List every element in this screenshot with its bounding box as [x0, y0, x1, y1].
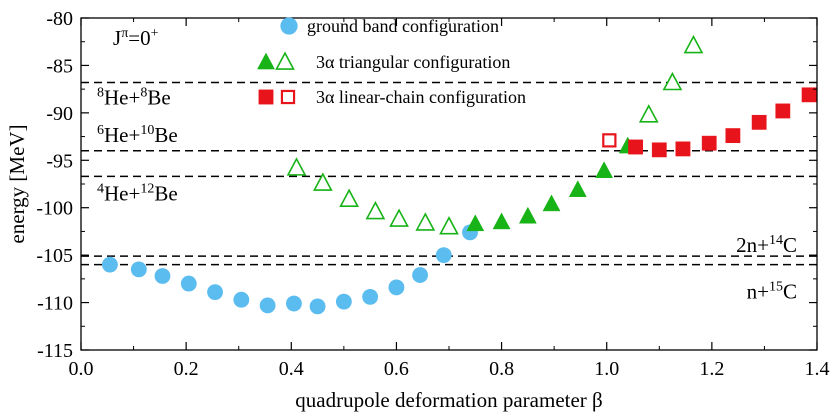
data-point — [435, 247, 452, 264]
series-circle-filled — [101, 224, 478, 315]
data-point — [542, 194, 561, 212]
legend-marker-circle — [280, 17, 298, 35]
data-point — [662, 71, 683, 91]
threshold-label: 2n+14C — [736, 233, 797, 257]
data-point — [568, 180, 587, 197]
threshold-label: n+15C — [747, 280, 797, 304]
x-tick-label: 1.4 — [805, 358, 830, 380]
y-tick-label: -100 — [36, 198, 73, 220]
data-point — [207, 284, 223, 301]
x-tick-label: 0.2 — [174, 358, 199, 380]
x-tick-label: 1.2 — [699, 358, 724, 380]
data-point — [335, 293, 352, 310]
data-point — [602, 133, 617, 148]
legend-marker-square-filled — [258, 89, 274, 105]
data-point — [365, 200, 386, 220]
data-point — [154, 268, 171, 284]
threshold-lines: 8He+8Be 6He+10Be 4He+12Be 2n+14C n+15C — [81, 81, 817, 304]
data-point — [312, 172, 333, 191]
data-point — [389, 208, 409, 227]
data-point — [286, 157, 307, 176]
y-tick-label: -110 — [37, 293, 73, 315]
threshold-label: 8He+8Be — [97, 86, 171, 110]
series-square-open — [602, 133, 617, 148]
axis-ticks: 0.0 0.2 0.4 0.6 0.8 1.0 1.2 1.4 -115 -110 -105 -100… — [36, 8, 829, 380]
legend-marker-square-open — [280, 89, 296, 105]
data-point — [751, 114, 767, 130]
spin-parity-label: Jπ=0+ — [113, 26, 159, 50]
y-tick-label: -95 — [46, 150, 73, 172]
x-tick-label: 0.0 — [69, 358, 94, 380]
x-axis-label: quadrupole deformation parameter β — [295, 388, 602, 412]
data-point — [801, 87, 817, 103]
data-point — [518, 206, 537, 224]
data-point — [675, 141, 691, 157]
y-tick-label: -105 — [36, 245, 73, 267]
series-triangle-filled — [466, 136, 637, 232]
legend-label: 3α triangular configuration — [316, 52, 510, 72]
data-point — [415, 212, 436, 231]
data-point — [285, 295, 302, 312]
threshold-label: 4He+12Be — [97, 181, 178, 205]
x-tick-label: 1.0 — [594, 358, 619, 380]
data-point — [683, 34, 704, 54]
data-point — [130, 261, 147, 278]
data-series — [101, 34, 817, 315]
y-tick-label: -85 — [46, 55, 73, 77]
data-point — [701, 135, 717, 151]
data-point — [233, 291, 250, 308]
data-point — [180, 275, 197, 292]
legend-marker-triangle-filled — [257, 52, 275, 70]
legend-label: 3α linear-chain configuration — [316, 87, 526, 107]
data-point — [638, 104, 659, 123]
legend: ground band configuration 3α triangular c… — [257, 16, 526, 107]
data-point — [259, 297, 276, 314]
data-point — [339, 188, 359, 207]
y-axis-label: energy [MeV] — [5, 124, 29, 243]
data-point — [628, 139, 644, 155]
series-square-filled — [628, 87, 817, 158]
y-tick-label: -115 — [37, 340, 73, 362]
y-tick-label: -80 — [46, 8, 73, 30]
annotations: Jπ=0+ — [113, 26, 159, 50]
x-tick-label: 0.6 — [384, 358, 409, 380]
data-point — [439, 216, 459, 235]
y-tick-label: -90 — [46, 103, 73, 125]
data-point — [412, 267, 429, 283]
x-tick-label: 0.8 — [489, 358, 514, 380]
data-point — [651, 142, 667, 158]
x-tick-label: 0.4 — [279, 358, 304, 380]
series-triangle-open — [286, 34, 704, 235]
legend-label: ground band configuration — [307, 16, 499, 36]
data-point — [775, 103, 791, 119]
data-point — [362, 288, 379, 305]
data-point — [309, 298, 326, 315]
data-point — [595, 161, 614, 178]
data-point — [725, 128, 741, 144]
data-point — [466, 214, 485, 232]
data-point — [101, 256, 118, 273]
data-point — [388, 279, 405, 296]
legend-marker-triangle-open — [275, 51, 295, 70]
threshold-label: 6He+10Be — [97, 123, 178, 147]
data-point — [492, 212, 511, 230]
